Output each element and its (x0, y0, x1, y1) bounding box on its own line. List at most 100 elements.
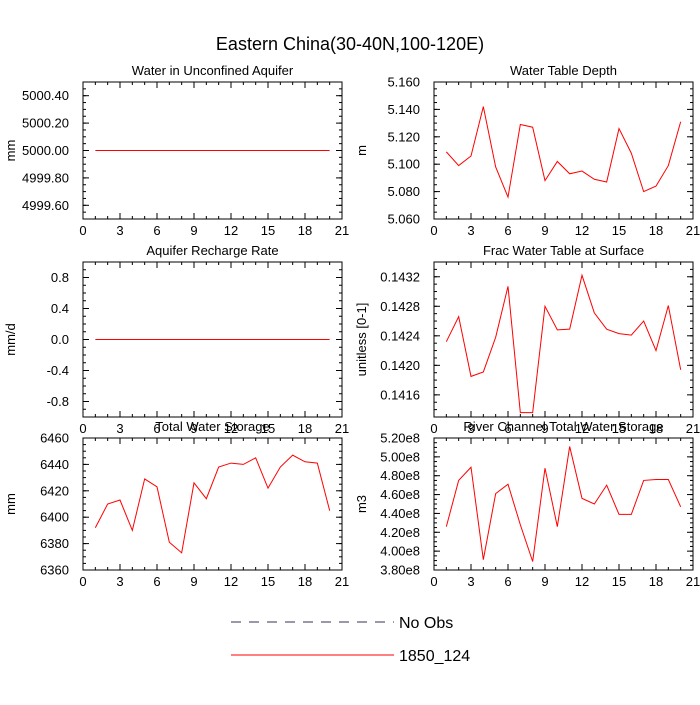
x-tick-label: 12 (224, 223, 238, 238)
x-tick-label: 6 (504, 223, 511, 238)
chart-panel-6: River Channel Total Water Storage m3 0 3 6 9 1… (354, 419, 700, 589)
x-tick-label: 12 (575, 574, 589, 589)
legend: No Obs 1850_124 (231, 615, 470, 665)
y-tick-label: 5.160 (387, 75, 420, 90)
y-tick-label: 6460 (40, 431, 69, 446)
x-tick-label: 3 (116, 421, 123, 436)
x-tick-label: 18 (649, 574, 663, 589)
y-tick-label: 4.00e8 (380, 544, 420, 559)
x-tick-label: 0 (79, 223, 86, 238)
x-tick-label: 0 (430, 421, 437, 436)
chart-title: Total Water Storage (155, 419, 269, 434)
x-tick-label: 9 (541, 574, 548, 589)
x-tick-label: 21 (686, 574, 700, 589)
y-tick-label: 0.1416 (380, 387, 420, 402)
y-tick-label: 5000.20 (22, 116, 69, 131)
y-tick-label: 6420 (40, 483, 69, 498)
x-tick-label: 18 (298, 223, 312, 238)
y-axis-label: mm/d (3, 323, 18, 356)
y-tick-label: 0.4 (51, 301, 69, 316)
series-line-1850-124 (446, 446, 680, 561)
y-tick-label: 5.100 (387, 157, 420, 172)
y-tick-label: 3.80e8 (380, 563, 420, 578)
y-tick-label: 4.80e8 (380, 468, 420, 483)
series-line-1850-124 (446, 107, 680, 197)
chart-title: Water Table Depth (510, 63, 617, 78)
x-tick-label: 9 (190, 223, 197, 238)
y-tick-label: 4999.80 (22, 170, 69, 185)
figure-title: Eastern China(30-40N,100-120E) (216, 34, 484, 54)
x-tick-label: 12 (575, 223, 589, 238)
x-tick-label: 0 (430, 574, 437, 589)
plot-frame (434, 262, 693, 417)
x-tick-label: 3 (467, 574, 474, 589)
x-tick-label: 0 (79, 574, 86, 589)
x-tick-label: 21 (335, 223, 349, 238)
x-tick-label: 21 (686, 421, 700, 436)
series-line-1850-124 (95, 455, 329, 553)
x-tick-label: 3 (116, 223, 123, 238)
y-tick-label: 0.8 (51, 270, 69, 285)
y-tick-label: 4.20e8 (380, 525, 420, 540)
x-tick-label: 9 (541, 223, 548, 238)
x-tick-label: 15 (261, 223, 275, 238)
x-tick-label: 18 (298, 574, 312, 589)
y-tick-label: 6400 (40, 510, 69, 525)
y-tick-label: -0.4 (47, 363, 69, 378)
y-tick-label: 5.140 (387, 102, 420, 117)
y-tick-label: 4.40e8 (380, 506, 420, 521)
y-axis-label: unitless [0-1] (354, 303, 369, 377)
x-tick-label: 15 (612, 223, 626, 238)
y-tick-label: 6380 (40, 536, 69, 551)
y-tick-label: 5.120 (387, 129, 420, 144)
x-tick-label: 6 (153, 223, 160, 238)
x-tick-label: 6 (153, 574, 160, 589)
x-tick-label: 21 (335, 421, 349, 436)
x-tick-label: 0 (430, 223, 437, 238)
x-tick-label: 3 (116, 574, 123, 589)
x-tick-label: 12 (224, 574, 238, 589)
y-tick-label: 0.1420 (380, 358, 420, 373)
y-tick-label: 5.20e8 (380, 431, 420, 446)
panels: Water in Unconfined Aquifer mm 0 3 6 9 12 15 18 2… (3, 63, 700, 589)
series-line-1850-124 (446, 275, 680, 412)
x-tick-label: 18 (298, 421, 312, 436)
y-tick-label: 4.60e8 (380, 487, 420, 502)
y-tick-label: 5000.00 (22, 143, 69, 158)
x-tick-label: 0 (79, 421, 86, 436)
y-tick-label: 5.00e8 (380, 449, 420, 464)
y-axis-label: m3 (354, 495, 369, 513)
y-tick-label: 6440 (40, 457, 69, 472)
chart-title: Aquifer Recharge Rate (146, 243, 278, 258)
legend-label-no-obs: No Obs (399, 615, 453, 632)
x-tick-label: 21 (686, 223, 700, 238)
chart-panel-1: Water in Unconfined Aquifer mm 0 3 6 9 12 15 18 2… (3, 63, 349, 238)
y-tick-label: 0.1428 (380, 299, 420, 314)
y-tick-label: 0.0 (51, 332, 69, 347)
plot-frame (434, 438, 693, 570)
y-axis-label: m (354, 145, 369, 156)
y-tick-label: 5.060 (387, 212, 420, 227)
y-tick-label: 4999.60 (22, 198, 69, 213)
x-tick-label: 9 (190, 574, 197, 589)
y-tick-label: 0.1432 (380, 269, 420, 284)
y-tick-label: -0.8 (47, 394, 69, 409)
chart-title: Water in Unconfined Aquifer (132, 63, 294, 78)
chart-title: River Channel Total Water Storage (463, 419, 663, 434)
legend-label-1850-124: 1850_124 (399, 648, 470, 665)
x-tick-label: 6 (504, 574, 511, 589)
y-tick-label: 6360 (40, 563, 69, 578)
x-tick-label: 21 (335, 574, 349, 589)
y-tick-label: 5.080 (387, 184, 420, 199)
y-axis-label: mm (3, 140, 18, 162)
x-tick-label: 3 (467, 223, 474, 238)
y-tick-label: 5000.40 (22, 88, 69, 103)
y-tick-label: 0.1424 (380, 328, 420, 343)
x-tick-label: 15 (612, 574, 626, 589)
